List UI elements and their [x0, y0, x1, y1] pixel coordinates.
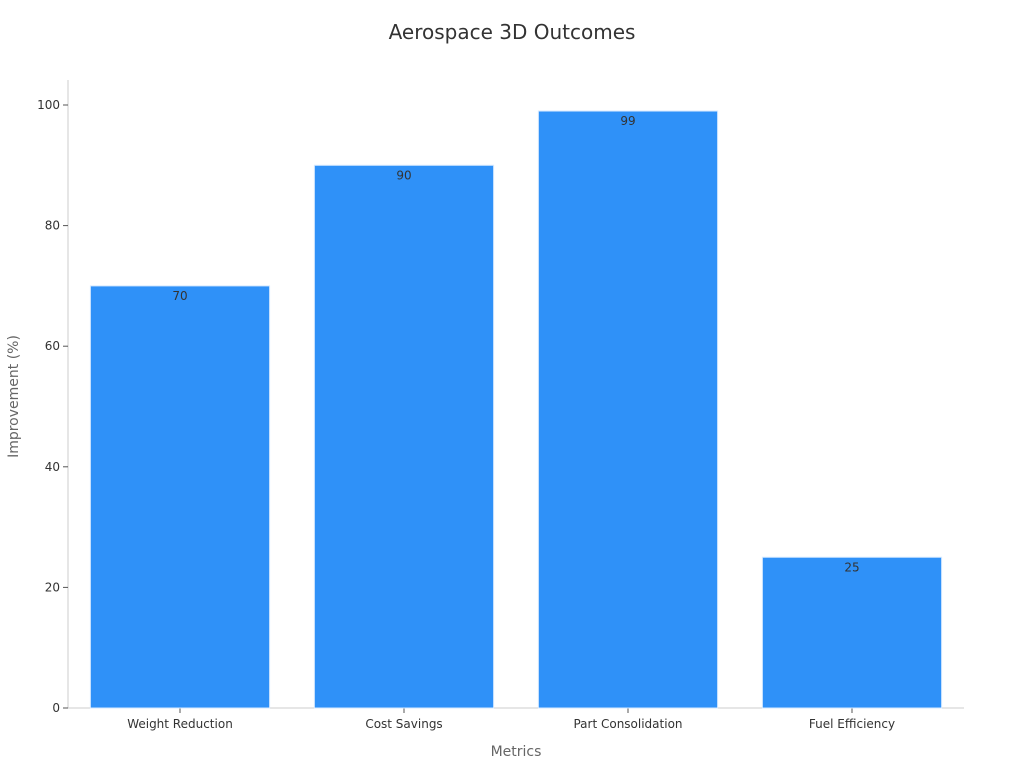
bar — [89, 285, 271, 709]
x-axis-title: Metrics — [491, 744, 542, 760]
x-tick-label: Fuel Efficiency — [809, 717, 895, 731]
y-axis-title: Improvement (%) — [6, 335, 22, 458]
y-tick-label: 40 — [45, 460, 60, 474]
y-tick-label: 0 — [52, 701, 60, 715]
x-tick-label: Cost Savings — [365, 717, 442, 731]
data-label: 25 — [844, 560, 859, 574]
x-tick-label: Weight Reduction — [127, 717, 233, 731]
y-tick-label: 60 — [45, 339, 60, 353]
bar — [537, 110, 719, 709]
data-label: 99 — [620, 114, 635, 128]
chart-title: Aerospace 3D Outcomes — [388, 20, 636, 44]
y-tick-label: 20 — [45, 580, 60, 594]
data-label: 70 — [172, 289, 187, 303]
bar — [313, 164, 495, 709]
bar — [761, 556, 943, 709]
data-label: 90 — [396, 168, 411, 182]
y-tick-label: 80 — [45, 219, 60, 233]
y-tick-label: 100 — [37, 98, 60, 112]
x-tick-label: Part Consolidation — [573, 717, 682, 731]
